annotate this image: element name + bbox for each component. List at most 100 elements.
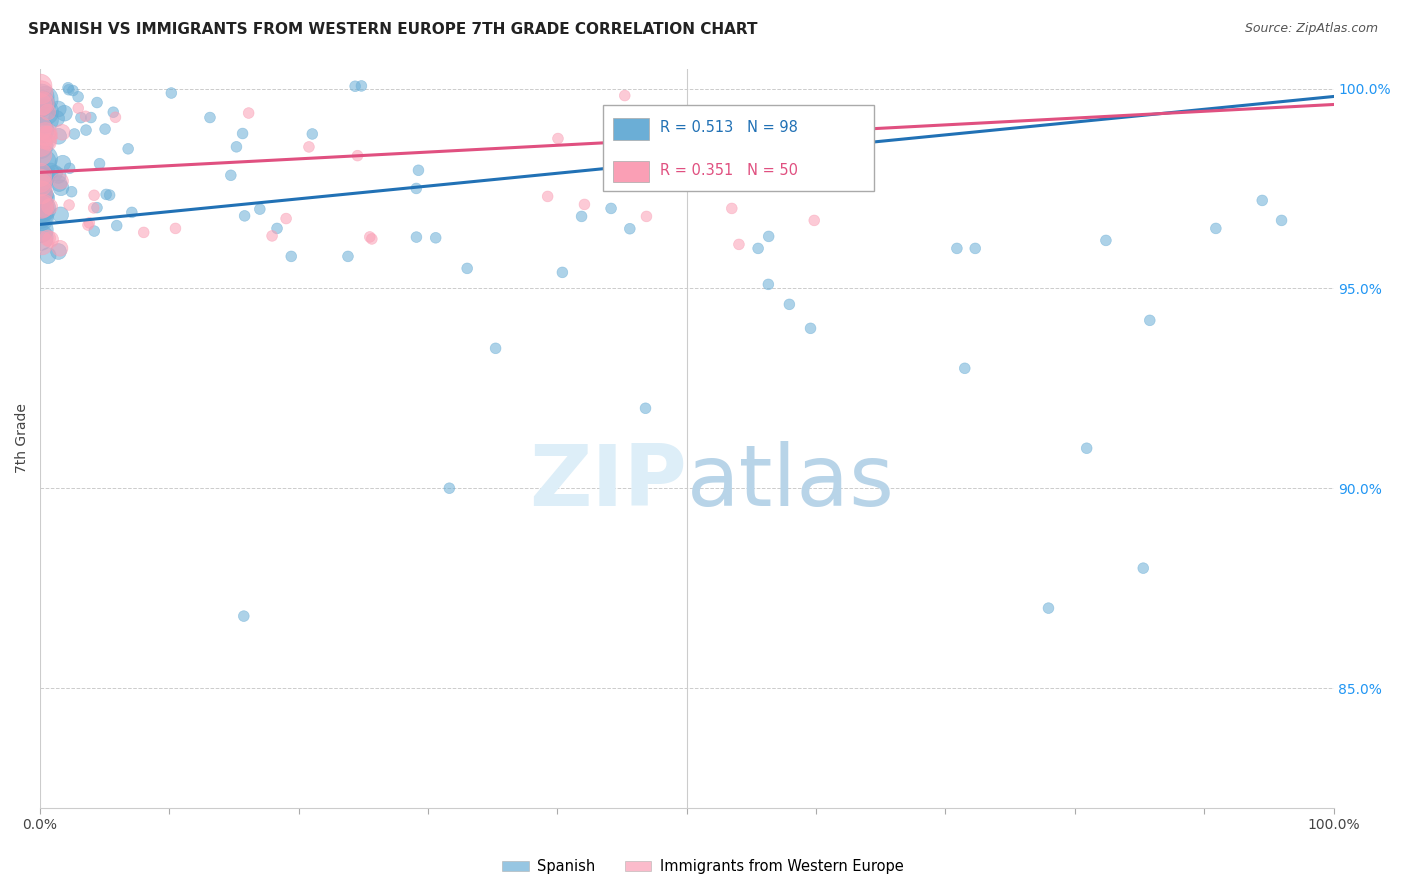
Point — [965, 241, 987, 255]
Point — [83, 201, 105, 215]
Point — [94, 122, 117, 136]
Point — [280, 249, 302, 263]
Point — [408, 163, 430, 178]
Point — [34, 130, 56, 145]
Point — [121, 205, 143, 219]
Point — [51, 125, 73, 139]
Point — [80, 111, 103, 125]
Point — [233, 209, 256, 223]
Point — [75, 109, 97, 123]
Point — [30, 138, 52, 153]
Point — [301, 127, 323, 141]
Point — [198, 111, 221, 125]
Point — [336, 249, 359, 263]
Point — [67, 101, 90, 115]
Point — [31, 170, 53, 185]
Point — [613, 88, 636, 103]
Point — [30, 209, 52, 223]
Point — [37, 231, 59, 245]
Point — [219, 169, 242, 183]
Point — [30, 98, 52, 112]
Point — [30, 186, 52, 200]
Point — [56, 80, 79, 95]
Bar — [613, 118, 650, 139]
Point — [117, 142, 139, 156]
Point — [63, 127, 86, 141]
Point — [30, 121, 52, 136]
Point — [49, 180, 72, 194]
Point — [30, 90, 52, 104]
Point — [86, 201, 108, 215]
Point — [249, 202, 271, 216]
Point — [60, 185, 83, 199]
Point — [58, 198, 80, 212]
Point — [758, 229, 780, 244]
Point — [49, 208, 72, 222]
Point — [551, 265, 574, 279]
Point — [30, 78, 52, 93]
Point — [30, 123, 52, 137]
Y-axis label: 7th Grade: 7th Grade — [15, 403, 30, 473]
Point — [547, 131, 569, 145]
Point — [262, 228, 284, 243]
Point — [32, 202, 55, 216]
Point — [86, 95, 108, 110]
Point — [405, 181, 427, 195]
Point — [778, 297, 800, 311]
Point — [62, 84, 84, 98]
Point — [344, 79, 367, 94]
Point — [574, 197, 596, 211]
Point — [46, 169, 69, 183]
Point — [34, 152, 56, 166]
Point — [45, 112, 67, 126]
Point — [49, 241, 72, 255]
Point — [32, 155, 55, 169]
Point — [571, 210, 593, 224]
Point — [30, 201, 52, 215]
Point — [225, 140, 247, 154]
Point — [39, 164, 62, 178]
Point — [32, 199, 55, 213]
Point — [34, 127, 56, 141]
Point — [456, 261, 478, 276]
Point — [360, 232, 382, 246]
Point — [38, 200, 60, 214]
Point — [160, 86, 183, 100]
Point — [132, 226, 155, 240]
Text: R = 0.513   N = 98: R = 0.513 N = 98 — [659, 120, 797, 136]
Point — [359, 230, 381, 244]
Point — [53, 106, 76, 120]
Point — [49, 174, 72, 188]
Point — [67, 89, 90, 103]
Point — [44, 166, 66, 180]
Point — [600, 202, 623, 216]
Point — [83, 188, 105, 202]
Point — [104, 110, 127, 124]
Point — [96, 187, 118, 202]
Point — [1251, 194, 1274, 208]
Point — [103, 105, 125, 120]
Point — [30, 147, 52, 161]
Point — [30, 137, 52, 152]
Point — [30, 230, 52, 244]
Point — [52, 156, 75, 170]
Point — [34, 105, 56, 120]
Point — [1139, 313, 1161, 327]
Point — [165, 221, 187, 235]
Bar — [603, 105, 875, 191]
Point — [747, 241, 769, 255]
Point — [1205, 221, 1227, 235]
Point — [105, 219, 128, 233]
Point — [30, 211, 52, 225]
Point — [79, 216, 101, 230]
Point — [1271, 213, 1294, 227]
Point — [1076, 442, 1098, 456]
Point — [37, 136, 59, 150]
Point — [70, 111, 93, 125]
Point — [83, 224, 105, 238]
Point — [232, 609, 254, 624]
Point — [30, 189, 52, 203]
Point — [30, 86, 52, 100]
Point — [720, 202, 742, 216]
Point — [34, 92, 56, 106]
